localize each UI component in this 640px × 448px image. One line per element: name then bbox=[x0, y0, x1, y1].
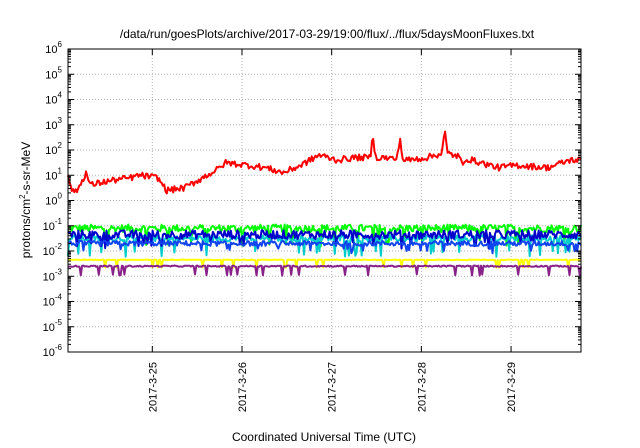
y-tick-label: 106 bbox=[45, 40, 62, 56]
series-group bbox=[67, 130, 582, 277]
y-tick-label: 105 bbox=[45, 65, 62, 81]
y-axis-label-main: protons/cm bbox=[19, 199, 33, 258]
y-tick-base: 10 bbox=[45, 120, 57, 132]
y-tick-label: 101 bbox=[45, 166, 62, 182]
y-tick-exponent: -1 bbox=[55, 217, 63, 226]
y-tick-label: 10-3 bbox=[43, 267, 63, 283]
y-axis: 10-610-510-410-310-210-11001011021031041… bbox=[43, 40, 581, 359]
series-line-6 bbox=[67, 264, 582, 277]
y-tick-base: 10 bbox=[45, 196, 57, 208]
y-tick-label: 10-6 bbox=[43, 343, 63, 359]
y-tick-label: 10-1 bbox=[43, 217, 63, 233]
y-tick-base: 10 bbox=[45, 44, 57, 56]
y-tick-label: 10-4 bbox=[43, 293, 63, 309]
y-tick-label: 103 bbox=[45, 116, 62, 132]
x-axis-label: Coordinated Universal Time (UTC) bbox=[232, 430, 416, 444]
y-tick-base: 10 bbox=[45, 170, 57, 182]
y-tick-exponent: -3 bbox=[55, 267, 63, 276]
y-axis-label-rest: -s-sr-MeV bbox=[19, 142, 33, 195]
y-tick-base: 10 bbox=[45, 95, 57, 107]
x-tick-label: 2017-3-29 bbox=[506, 362, 518, 412]
plot-frame bbox=[67, 48, 582, 353]
y-tick-base: 10 bbox=[45, 69, 57, 81]
y-tick-base: 10 bbox=[43, 347, 55, 359]
y-tick-exponent: 3 bbox=[58, 116, 63, 125]
y-tick-base: 10 bbox=[43, 246, 55, 258]
y-tick-label: 104 bbox=[45, 91, 62, 107]
x-tick-label: 2017-3-26 bbox=[237, 362, 249, 412]
series-line-4 bbox=[67, 239, 582, 255]
y-tick-base: 10 bbox=[43, 322, 55, 334]
series-line-5 bbox=[67, 258, 581, 269]
grid bbox=[68, 49, 581, 352]
y-axis-label-sup: 2 bbox=[18, 194, 27, 199]
y-tick-exponent: -2 bbox=[55, 242, 63, 251]
y-tick-exponent: 6 bbox=[58, 40, 63, 49]
chart-title: /data/run/goesPlots/archive/2017-03-29/1… bbox=[120, 27, 535, 41]
y-tick-exponent: 5 bbox=[58, 65, 63, 74]
y-tick-base: 10 bbox=[43, 271, 55, 283]
y-tick-base: 10 bbox=[45, 145, 57, 157]
y-tick-exponent: 2 bbox=[58, 141, 63, 150]
y-tick-base: 10 bbox=[43, 221, 55, 233]
y-tick-exponent: 4 bbox=[58, 91, 63, 100]
x-axis: 2017-3-25 2017-3-26 2017-3-27 2017-3-28 2017… bbox=[147, 49, 518, 412]
series-line-3 bbox=[67, 229, 582, 250]
y-tick-label: 10-2 bbox=[43, 242, 63, 258]
x-tick-label: 2017-3-27 bbox=[327, 362, 339, 412]
y-tick-exponent: -5 bbox=[55, 318, 63, 327]
series-line-1 bbox=[67, 223, 582, 248]
y-tick-exponent: -4 bbox=[55, 293, 63, 302]
y-tick-exponent: 0 bbox=[58, 192, 63, 201]
y-tick-label: 100 bbox=[45, 192, 62, 208]
y-axis-label: protons/cm2-s-sr-MeV bbox=[18, 142, 33, 258]
y-tick-label: 102 bbox=[45, 141, 62, 157]
series-line-0 bbox=[67, 130, 582, 195]
y-tick-base: 10 bbox=[43, 297, 55, 309]
x-tick-label: 2017-3-25 bbox=[147, 362, 159, 412]
y-tick-exponent: -6 bbox=[55, 343, 63, 352]
x-tick-label: 2017-3-28 bbox=[416, 362, 428, 412]
y-tick-label: 10-5 bbox=[43, 318, 63, 334]
y-tick-exponent: 1 bbox=[58, 166, 63, 175]
